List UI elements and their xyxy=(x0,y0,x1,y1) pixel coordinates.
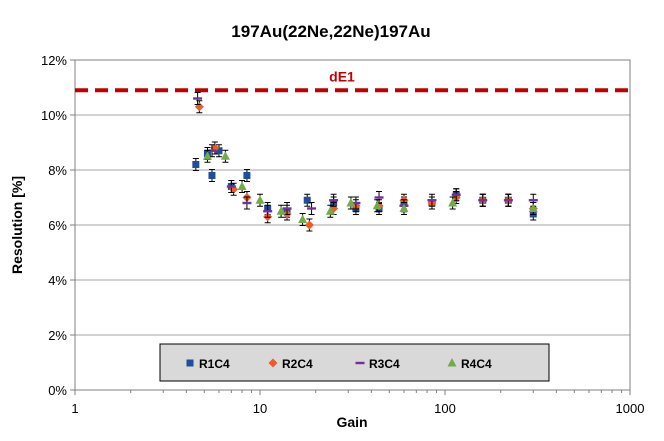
x-axis-label: Gain xyxy=(336,414,367,430)
legend-label: R2C4 xyxy=(282,357,313,371)
y-axis-ticks: 0% 2% 4% 6% 8% 10% 12% xyxy=(41,53,75,398)
data-point xyxy=(215,147,223,155)
data-point xyxy=(451,193,461,196)
data-point xyxy=(193,97,203,100)
y-tick-label: 6% xyxy=(48,218,67,233)
series-r4c4 xyxy=(202,149,538,226)
data-point xyxy=(303,196,311,204)
data-point xyxy=(192,161,200,168)
chart-title: 197Au(22Ne,22Ne)197Au xyxy=(231,22,430,41)
data-point xyxy=(427,199,437,202)
data-point xyxy=(374,196,384,199)
x-tick-label: 1 xyxy=(71,401,78,416)
legend: R1C4 R2C4 R3C4 R4C4 xyxy=(159,343,550,382)
reference-line-group: dE1 xyxy=(75,68,630,93)
x-axis-ticks: 1 10 100 1000 xyxy=(71,390,644,416)
data-point xyxy=(263,210,273,213)
y-tick-label: 12% xyxy=(41,53,67,68)
data-point xyxy=(255,195,265,204)
x-tick-label: 100 xyxy=(434,401,456,416)
data-point xyxy=(351,201,361,205)
data-point xyxy=(226,185,236,188)
legend-marker xyxy=(355,361,365,365)
data-point xyxy=(202,151,212,160)
data-point xyxy=(329,199,339,202)
data-point xyxy=(478,199,488,202)
data-point xyxy=(207,149,217,152)
data-point xyxy=(237,181,247,190)
data-point xyxy=(298,214,308,223)
data-point xyxy=(346,198,356,207)
data-point xyxy=(242,201,252,205)
legend-marker xyxy=(186,359,194,367)
data-point xyxy=(208,172,216,179)
legend-marker xyxy=(447,358,457,367)
data-point xyxy=(372,200,382,210)
y-tick-label: 10% xyxy=(41,108,67,123)
data-point xyxy=(503,199,513,202)
x-tick-label: 10 xyxy=(253,401,267,416)
legend-label: R1C4 xyxy=(199,357,230,371)
x-tick-label: 1000 xyxy=(616,401,645,416)
legend-label: R3C4 xyxy=(369,357,400,371)
legend-marker xyxy=(268,358,278,368)
legend-label: R4C4 xyxy=(461,357,492,371)
data-point xyxy=(325,206,335,215)
data-point xyxy=(399,203,409,212)
y-axis-label: Resolution [%] xyxy=(9,176,25,274)
y-tick-label: 2% xyxy=(48,328,67,343)
data-point xyxy=(448,198,458,207)
data-point xyxy=(528,203,538,212)
data-marks xyxy=(192,92,538,232)
data-point xyxy=(282,207,292,210)
data-point xyxy=(220,151,230,160)
data-point xyxy=(243,172,251,179)
data-point xyxy=(528,199,538,202)
y-tick-label: 8% xyxy=(48,163,67,178)
series-r3c4 xyxy=(193,92,538,218)
y-tick-label: 4% xyxy=(48,273,67,288)
data-point xyxy=(276,206,286,215)
data-point xyxy=(304,220,314,230)
data-point xyxy=(307,207,317,210)
y-tick-label: 0% xyxy=(48,383,67,398)
grid-lines xyxy=(75,114,630,336)
reference-line-label: dE1 xyxy=(329,68,355,84)
legend-box xyxy=(159,343,550,382)
